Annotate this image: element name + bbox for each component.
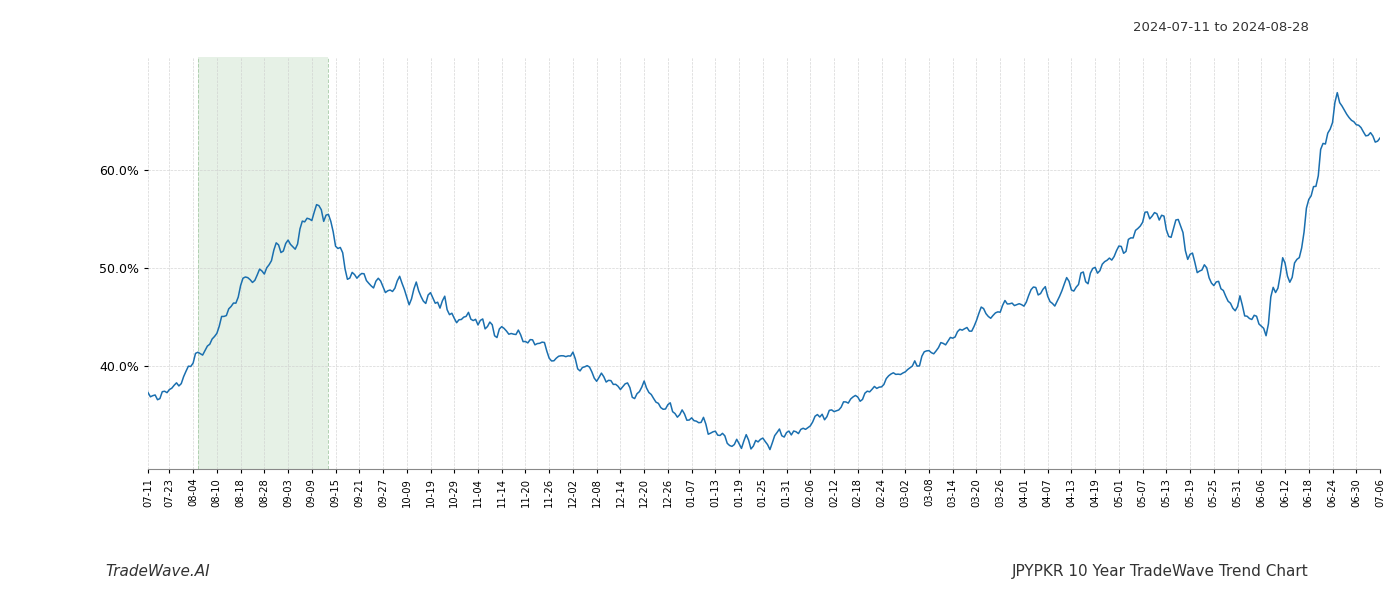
- Text: 2024-07-11 to 2024-08-28: 2024-07-11 to 2024-08-28: [1133, 21, 1309, 34]
- Text: TradeWave.AI: TradeWave.AI: [105, 564, 210, 579]
- Bar: [197, 57, 329, 469]
- Text: JPYPKR 10 Year TradeWave Trend Chart: JPYPKR 10 Year TradeWave Trend Chart: [1012, 564, 1309, 579]
